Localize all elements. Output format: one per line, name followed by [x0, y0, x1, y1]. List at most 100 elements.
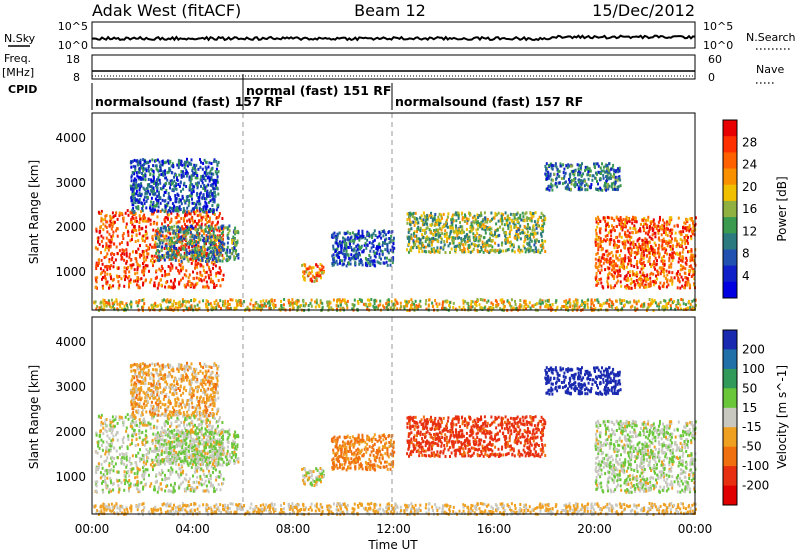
echo-cell — [338, 251, 341, 255]
echo-cell — [149, 204, 152, 208]
echo-cell — [691, 230, 693, 233]
echo-cell — [651, 238, 654, 242]
echo-cell — [416, 237, 419, 241]
echo-cell — [177, 251, 180, 255]
echo-cell — [427, 243, 430, 247]
echo-cell — [676, 272, 679, 276]
echo-cell — [420, 246, 423, 250]
echo-cell — [534, 232, 537, 236]
echo-cell — [369, 249, 372, 253]
echo-cell — [652, 251, 655, 255]
echo-cell — [171, 266, 174, 270]
echo-cell — [616, 256, 619, 260]
echo-cell — [156, 189, 159, 193]
echo-cell — [349, 258, 352, 262]
echo-cell — [357, 232, 360, 236]
echo-cell — [427, 250, 430, 254]
echo-cell — [208, 276, 211, 280]
echo-cell — [149, 259, 152, 263]
echo-cell — [222, 242, 224, 246]
echo-cell — [681, 265, 684, 269]
echo-cell — [685, 303, 687, 307]
echo-cell — [682, 247, 685, 251]
echo-cell — [366, 298, 369, 302]
echo-cell — [164, 172, 167, 176]
echo-cell — [414, 220, 417, 224]
echo-cell — [322, 270, 325, 274]
echo-cell — [183, 283, 186, 287]
echo-cell — [168, 306, 171, 310]
echo-cell — [112, 234, 115, 238]
echo-cell — [494, 241, 497, 245]
echo-cell — [163, 220, 166, 224]
echo-cell — [347, 237, 349, 241]
echo-cell — [138, 221, 141, 225]
echo-cell — [614, 271, 616, 275]
echo-cell — [441, 216, 443, 220]
echo-cell — [452, 219, 455, 223]
echo-cell — [212, 178, 215, 182]
echo-cell — [185, 229, 187, 233]
echo-cell — [693, 283, 696, 287]
echo-cell — [213, 285, 216, 289]
echo-cell — [450, 218, 453, 222]
echo-cell — [561, 182, 564, 186]
echo-cell — [164, 191, 167, 194]
echo-cell — [211, 183, 214, 186]
echo-cell — [609, 284, 612, 288]
echo-cell — [595, 187, 598, 191]
echo-cell — [654, 267, 656, 271]
echo-cell — [366, 264, 369, 268]
echo-cell — [608, 262, 611, 266]
echo-cell — [199, 165, 202, 169]
echo-cell — [646, 226, 649, 229]
echo-cell — [491, 248, 494, 252]
echo-cell — [103, 276, 106, 280]
echo-cell — [331, 262, 334, 266]
echo-cell — [663, 239, 666, 243]
echo-cell — [107, 265, 110, 268]
echo-cell — [282, 307, 285, 310]
echo-cell — [113, 300, 116, 304]
echo-cell — [134, 167, 137, 171]
echo-cell — [668, 270, 671, 274]
echo-cell — [332, 247, 335, 251]
echo-cell — [291, 302, 294, 306]
echo-cell — [679, 254, 682, 258]
echo-cell — [481, 242, 484, 246]
echo-cell — [112, 284, 115, 288]
echo-cell — [484, 224, 487, 228]
echo-cell — [208, 241, 211, 245]
echo-cell — [658, 236, 660, 240]
echo-cell — [352, 249, 355, 253]
echo-cell — [191, 244, 194, 247]
echo-cell — [187, 204, 190, 208]
echo-cell — [502, 302, 505, 306]
echo-cell — [545, 173, 548, 177]
echo-cell — [130, 196, 133, 200]
echo-cell — [173, 242, 176, 245]
echo-cell — [661, 223, 664, 227]
echo-cell — [136, 271, 139, 275]
echo-cell — [316, 264, 319, 268]
echo-cell — [614, 170, 617, 174]
echo-cell — [465, 234, 468, 238]
echo-cell — [654, 279, 656, 283]
echo-cell — [219, 239, 222, 243]
echo-cell — [163, 218, 166, 222]
echo-cell — [688, 265, 691, 268]
echo-cell — [434, 230, 437, 234]
echo-cell — [142, 272, 145, 276]
echo-cell — [382, 230, 385, 234]
echo-cell — [417, 225, 420, 229]
echo-cell — [184, 172, 187, 175]
echo-cell — [473, 221, 476, 225]
echo-cell — [215, 159, 218, 163]
echo-cell — [488, 228, 491, 232]
echo-cell — [600, 304, 603, 308]
echo-cell — [666, 252, 669, 256]
echo-cell — [580, 182, 583, 185]
echo-cell — [163, 235, 166, 239]
echo-cell — [665, 231, 668, 235]
echo-cell — [118, 214, 121, 218]
